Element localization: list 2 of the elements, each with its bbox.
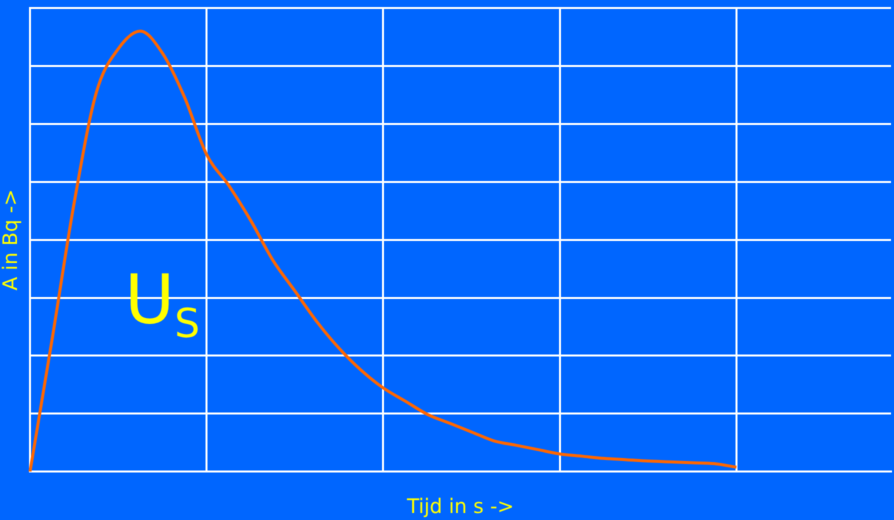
x-axis-title: Tijd in s -> xyxy=(406,494,514,518)
y-axis-title: A in Bq -> xyxy=(0,189,22,290)
